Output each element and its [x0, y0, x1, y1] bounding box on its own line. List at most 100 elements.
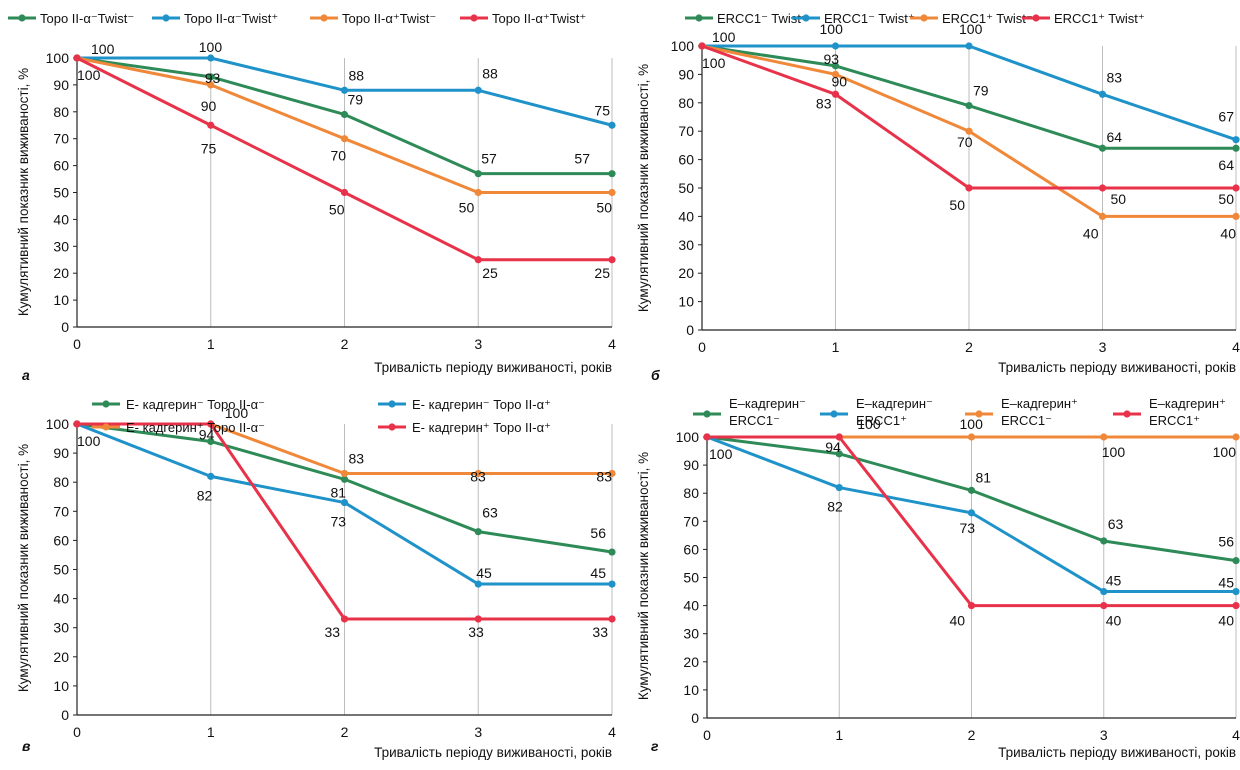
- data-label: 64: [1218, 157, 1234, 173]
- panel-letter: б: [651, 367, 660, 383]
- data-point-orange: [608, 188, 616, 197]
- data-point-red: [1232, 602, 1240, 610]
- legend-label: E- кадгерин⁺ Topo II-α⁻: [126, 420, 265, 435]
- data-point-red: [474, 615, 482, 623]
- legend-item: ERCC1⁻ Twist⁻: [685, 11, 808, 26]
- data-point-blue: [967, 509, 976, 517]
- data-label: 81: [331, 484, 347, 500]
- data-label: 63: [482, 505, 498, 521]
- legend-item: ERCC1⁺ Twist⁺: [1022, 11, 1145, 26]
- legend-marker: [1123, 410, 1131, 418]
- x-tick-label: 4: [1232, 339, 1240, 355]
- legend-item: Topo II-α⁻Twist⁺: [152, 11, 278, 26]
- data-label: 45: [1218, 575, 1234, 591]
- data-point-green: [967, 486, 976, 494]
- data-point-blue: [1232, 587, 1240, 596]
- legend-marker: [830, 410, 838, 418]
- data-point-blue: [340, 86, 349, 94]
- data-label: 100: [820, 21, 844, 37]
- data-label: 93: [205, 70, 221, 86]
- x-tick-label: 2: [965, 339, 973, 355]
- y-tick-label: 50: [53, 562, 69, 578]
- data-point-red: [73, 420, 81, 428]
- data-label: 100: [960, 416, 984, 432]
- legend-marker: [102, 423, 110, 431]
- legend-marker: [388, 400, 396, 408]
- y-tick-label: 0: [61, 319, 69, 335]
- data-point-blue: [1232, 136, 1240, 144]
- data-point-blue: [207, 472, 215, 480]
- y-tick-label: 20: [53, 265, 69, 281]
- x-tick-label: 1: [207, 336, 215, 352]
- x-axis-title: Тривалість періоду виживаності, років: [374, 745, 612, 760]
- y-tick-label: 80: [53, 104, 69, 120]
- data-point-blue: [340, 498, 349, 507]
- data-point-green: [1232, 144, 1240, 152]
- x-tick-label: 0: [73, 336, 81, 352]
- data-point-orange: [340, 469, 349, 478]
- legend-label: E–кадгерин⁻ ERCC1⁺: [856, 396, 933, 428]
- x-tick-label: 0: [73, 724, 81, 740]
- data-point-green: [207, 73, 215, 81]
- data-label: 79: [348, 91, 364, 107]
- legend-marker: [320, 14, 328, 22]
- data-label: 83: [816, 95, 832, 111]
- x-axis-title: Тривалість періоду виживаності, років: [998, 745, 1236, 760]
- data-point-red: [73, 54, 81, 62]
- data-label: 56: [590, 525, 606, 541]
- data-label: 50: [1218, 191, 1234, 207]
- y-tick-label: 30: [683, 626, 699, 642]
- data-point-green: [207, 437, 215, 446]
- y-tick-label: 10: [683, 682, 699, 698]
- data-label: 100: [225, 405, 249, 421]
- legend-label: E- кадгерин⁺ Topo II-α⁺: [412, 420, 551, 435]
- chart-panel-а: 0 10 20 30 40 50 60 70 80 90 100 0 1 2 3 4 Тривалість пе…: [8, 11, 616, 383]
- legend-item: E–кадгерин⁻ ERCC1⁻: [693, 396, 806, 428]
- legend-item: Topo II-α⁺Twist⁻: [310, 11, 436, 26]
- data-label: 25: [482, 265, 498, 281]
- x-tick-label: 1: [835, 727, 843, 743]
- data-point-orange: [1232, 212, 1240, 220]
- legend-label: E–кадгерин⁺ ERCC1⁺: [1149, 396, 1226, 428]
- data-point-red: [340, 615, 349, 623]
- data-point-red: [831, 90, 840, 98]
- chart-panel-б: 0 10 20 30 40 50 60 70 80 90 100 0 1 2 3 4 Тривалість пе…: [636, 11, 1240, 383]
- legend-label: E- кадгерин⁻ Topo II-α⁺: [412, 397, 551, 412]
- data-point-green: [1100, 537, 1108, 545]
- data-point-red: [207, 121, 215, 129]
- legend-marker: [1032, 14, 1040, 22]
- y-tick-label: 90: [53, 445, 69, 461]
- data-label: 73: [960, 520, 976, 536]
- y-tick-label: 50: [53, 185, 69, 201]
- y-tick-label: 40: [683, 598, 699, 614]
- data-point-red: [698, 42, 706, 50]
- y-tick-label: 80: [53, 474, 69, 490]
- legend-marker: [703, 410, 711, 418]
- data-label: 82: [197, 487, 213, 503]
- data-label: 90: [832, 73, 848, 89]
- x-tick-label: 4: [608, 336, 616, 352]
- legend-marker: [975, 410, 983, 418]
- x-tick-label: 3: [1099, 339, 1107, 355]
- legend-marker: [18, 14, 26, 22]
- data-point-red: [608, 256, 616, 264]
- data-label: 75: [201, 140, 217, 156]
- data-label: 94: [199, 426, 215, 442]
- y-tick-label: 90: [678, 66, 694, 82]
- legend-item: ERCC1⁻ Twist⁺: [792, 11, 915, 26]
- data-point-green: [1098, 144, 1107, 152]
- x-tick-label: 0: [703, 727, 711, 743]
- y-tick-label: 50: [683, 570, 699, 586]
- legend-item: E–кадгерин⁺ ERCC1⁻: [965, 396, 1078, 428]
- data-label: 50: [1111, 191, 1127, 207]
- data-label: 45: [1106, 573, 1122, 589]
- data-label: 90: [201, 98, 217, 114]
- data-point-red: [1098, 184, 1107, 192]
- data-point-blue: [831, 42, 840, 50]
- legend-label: E–кадгерин⁺ ERCC1⁻: [1001, 396, 1078, 428]
- legend-label: ERCC1⁻ Twist⁺: [824, 11, 915, 26]
- legend-marker: [102, 400, 110, 408]
- y-tick-label: 90: [53, 77, 69, 93]
- y-tick-label: 100: [676, 429, 700, 445]
- data-label: 50: [459, 200, 475, 216]
